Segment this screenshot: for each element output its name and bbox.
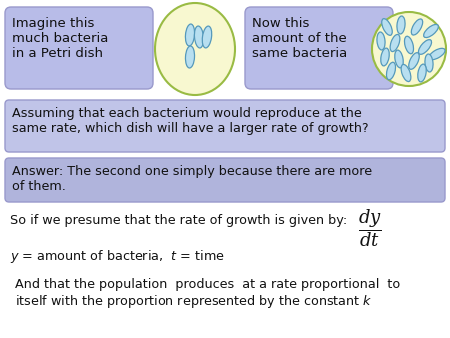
Ellipse shape xyxy=(429,48,445,60)
FancyBboxPatch shape xyxy=(5,158,445,202)
Ellipse shape xyxy=(425,54,433,72)
Text: Answer: The second one simply because there are more
of them.: Answer: The second one simply because th… xyxy=(12,165,372,193)
Text: $\dfrac{dy}{dt}$: $\dfrac{dy}{dt}$ xyxy=(358,207,382,249)
FancyBboxPatch shape xyxy=(5,100,445,152)
Ellipse shape xyxy=(372,12,446,86)
Text: And that the population  produces  at a rate proportional  to
itself with the pr: And that the population produces at a ra… xyxy=(15,278,400,310)
Ellipse shape xyxy=(405,36,414,54)
Ellipse shape xyxy=(423,24,438,38)
Ellipse shape xyxy=(387,62,396,80)
Ellipse shape xyxy=(390,34,400,52)
Ellipse shape xyxy=(418,64,426,82)
Ellipse shape xyxy=(194,26,203,48)
Text: $y$ = amount of bacteria,  $t$ = time: $y$ = amount of bacteria, $t$ = time xyxy=(10,248,225,265)
Ellipse shape xyxy=(202,26,211,48)
Ellipse shape xyxy=(155,3,235,95)
Text: So if we presume that the rate of growth is given by:: So if we presume that the rate of growth… xyxy=(10,214,347,227)
Ellipse shape xyxy=(397,16,405,34)
Ellipse shape xyxy=(418,40,432,54)
FancyBboxPatch shape xyxy=(245,7,393,89)
Ellipse shape xyxy=(395,50,403,68)
Ellipse shape xyxy=(185,46,194,68)
Text: Assuming that each bacterium would reproduce at the
same rate, which dish will h: Assuming that each bacterium would repro… xyxy=(12,107,369,135)
Text: Imagine this
much bacteria
in a Petri dish: Imagine this much bacteria in a Petri di… xyxy=(12,17,108,60)
Ellipse shape xyxy=(382,19,392,35)
Text: Now this
amount of the
same bacteria: Now this amount of the same bacteria xyxy=(252,17,347,60)
Ellipse shape xyxy=(411,19,423,35)
FancyBboxPatch shape xyxy=(5,7,153,89)
Ellipse shape xyxy=(381,48,389,66)
Ellipse shape xyxy=(401,65,411,81)
Ellipse shape xyxy=(185,24,194,46)
Ellipse shape xyxy=(377,32,385,50)
Ellipse shape xyxy=(409,53,419,69)
